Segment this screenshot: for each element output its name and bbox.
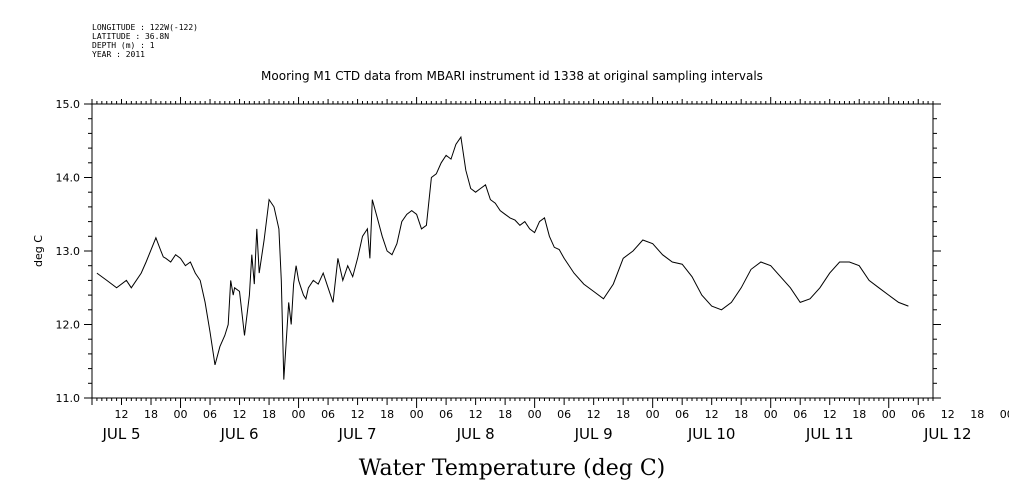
x-hour-label: 12 — [115, 408, 129, 421]
x-hour-label: 18 — [734, 408, 748, 421]
x-day-label: JUL 9 — [574, 425, 613, 443]
x-hour-label: 06 — [911, 408, 925, 421]
x-day-label: JUL 8 — [456, 425, 495, 443]
x-axis-label: Water Temperature (deg C) — [359, 456, 666, 481]
x-day-label: JUL 11 — [805, 425, 854, 443]
x-hour-label: 12 — [469, 408, 483, 421]
x-hour-label: 18 — [380, 408, 394, 421]
x-hour-label: 12 — [823, 408, 837, 421]
x-hour-label: 00 — [528, 408, 542, 421]
x-hour-label: 06 — [321, 408, 335, 421]
y-axis-label: deg C — [32, 235, 45, 267]
meta-depth: DEPTH (m) : 1 — [92, 41, 155, 50]
x-hour-label: 18 — [498, 408, 512, 421]
x-day-label: JUL 7 — [338, 425, 377, 443]
x-hour-label: 00 — [292, 408, 306, 421]
x-hour-label: 18 — [616, 408, 630, 421]
x-hour-label: 06 — [793, 408, 807, 421]
x-hour-label: 06 — [557, 408, 571, 421]
x-hour-label: 00 — [646, 408, 660, 421]
x-hour-label: 06 — [203, 408, 217, 421]
y-tick-label: 15.0 — [56, 98, 81, 111]
x-hour-label: 18 — [262, 408, 276, 421]
x-hour-label: 18 — [970, 408, 984, 421]
y-tick-label: 14.0 — [56, 172, 81, 185]
x-hour-label: 12 — [941, 408, 955, 421]
chart-title: Mooring M1 CTD data from MBARI instrumen… — [261, 69, 763, 83]
x-hour-label: 00 — [764, 408, 778, 421]
x-hour-label: 06 — [675, 408, 689, 421]
x-hour-label: 06 — [439, 408, 453, 421]
y-tick-label: 13.0 — [56, 245, 81, 258]
x-axis: 12 18 00 06 12 18 00 06 12 18 00 06 12 18 00 06 12 18 00 06… — [91, 97, 1009, 443]
y-axis: 11.0 12.0 13.0 14.0 15.0 — [56, 98, 941, 405]
metadata-block: LONGITUDE : 122W(-122) LATITUDE : 36.8N … — [92, 23, 198, 59]
x-hour-label: 00 — [882, 408, 896, 421]
x-day-label: JUL 5 — [101, 425, 140, 443]
meta-year: YEAR : 2011 — [92, 50, 145, 59]
x-day-label: JUL 10 — [687, 425, 736, 443]
x-hour-label: 12 — [351, 408, 365, 421]
x-day-label: JUL 6 — [220, 425, 259, 443]
x-hour-label: 00 — [1000, 408, 1009, 421]
x-hour-label: 12 — [233, 408, 247, 421]
x-hour-label: 12 — [587, 408, 601, 421]
y-tick-label: 12.0 — [56, 319, 81, 332]
meta-longitude: LONGITUDE : 122W(-122) — [92, 23, 198, 32]
y-tick-label: 11.0 — [56, 392, 81, 405]
x-hour-label: 18 — [144, 408, 158, 421]
x-hour-label: 12 — [705, 408, 719, 421]
temperature-line — [96, 135, 909, 380]
meta-latitude: LATITUDE : 36.8N — [92, 32, 169, 41]
x-day-label: JUL 12 — [923, 425, 972, 443]
x-hour-label: 00 — [174, 408, 188, 421]
x-hour-label: 00 — [410, 408, 424, 421]
x-hour-label: 18 — [852, 408, 866, 421]
